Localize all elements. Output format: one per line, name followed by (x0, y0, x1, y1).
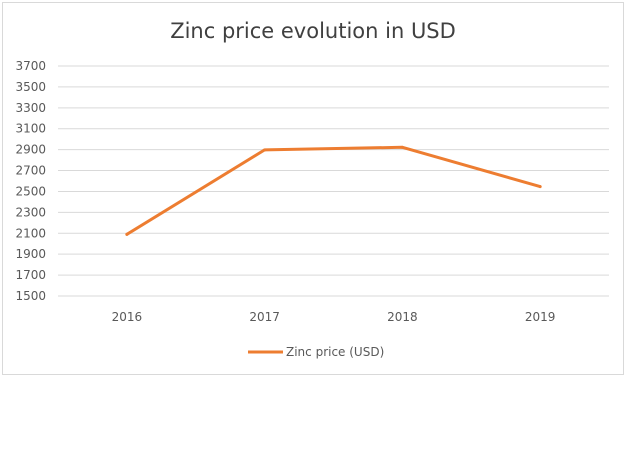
y-tick-label: 2700 (15, 164, 46, 178)
y-tick-label: 2900 (15, 143, 46, 157)
chart-frame: Zinc price evolution in USD (2, 2, 624, 375)
y-tick-label: 2500 (15, 184, 46, 198)
series-group (125, 145, 542, 236)
x-tick-label: 2018 (387, 310, 418, 324)
chart-title: Zinc price evolution in USD (170, 19, 456, 43)
x-tick-label: 2016 (112, 310, 143, 324)
y-tick-label: 2300 (15, 205, 46, 219)
y-tick-label: 3100 (15, 122, 46, 136)
y-tick-label: 3700 (15, 59, 46, 73)
gridlines (58, 65, 609, 297)
data-point-2016 (125, 232, 129, 236)
y-tick-label: 2100 (15, 226, 46, 240)
x-tick-label: 2019 (525, 310, 556, 324)
y-tick-label: 1900 (15, 247, 46, 261)
x-tick-label: 2017 (249, 310, 280, 324)
data-point-2018 (400, 145, 404, 149)
y-tick-label: 3300 (15, 101, 46, 115)
y-axis-ticks: 1500 1700 1900 2100 2300 2500 2700 2900 3100 3300… (15, 59, 46, 303)
y-tick-label: 3500 (15, 80, 46, 94)
x-axis-ticks: 2016 2017 2018 2019 (112, 310, 556, 324)
y-tick-label: 1700 (15, 268, 46, 282)
legend: Zinc price (USD) (248, 345, 384, 359)
legend-label: Zinc price (USD) (286, 345, 384, 359)
series-line (125, 145, 542, 236)
y-tick-label: 1500 (15, 289, 46, 303)
data-point-2017 (263, 148, 267, 152)
data-point-2019 (538, 185, 542, 189)
